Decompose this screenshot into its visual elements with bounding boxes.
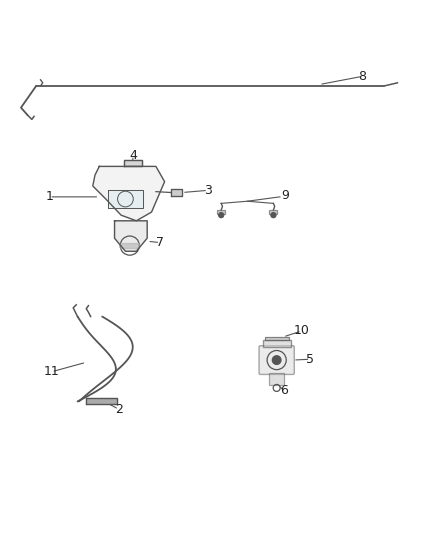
FancyBboxPatch shape [259, 346, 294, 375]
Circle shape [271, 213, 276, 218]
Bar [265, 336, 289, 340]
Bar [269, 373, 284, 385]
Text: 10: 10 [294, 325, 310, 337]
Text: 5: 5 [307, 353, 314, 366]
Text: 1: 1 [45, 190, 53, 204]
Text: 2: 2 [115, 403, 123, 416]
Bar [262, 340, 291, 347]
Polygon shape [108, 190, 143, 208]
Text: 11: 11 [43, 365, 59, 378]
Bar [269, 210, 277, 214]
Text: 7: 7 [156, 236, 164, 249]
Polygon shape [120, 243, 139, 248]
Text: 8: 8 [359, 70, 367, 83]
Circle shape [272, 356, 281, 365]
Text: 4: 4 [129, 149, 137, 162]
Polygon shape [124, 160, 141, 166]
Polygon shape [115, 221, 147, 251]
Circle shape [219, 213, 224, 218]
Text: 6: 6 [280, 384, 288, 397]
Bar [217, 210, 225, 214]
Text: 3: 3 [204, 184, 212, 197]
Text: 9: 9 [281, 190, 289, 203]
Polygon shape [86, 398, 117, 403]
Polygon shape [171, 189, 182, 196]
Polygon shape [93, 166, 165, 221]
